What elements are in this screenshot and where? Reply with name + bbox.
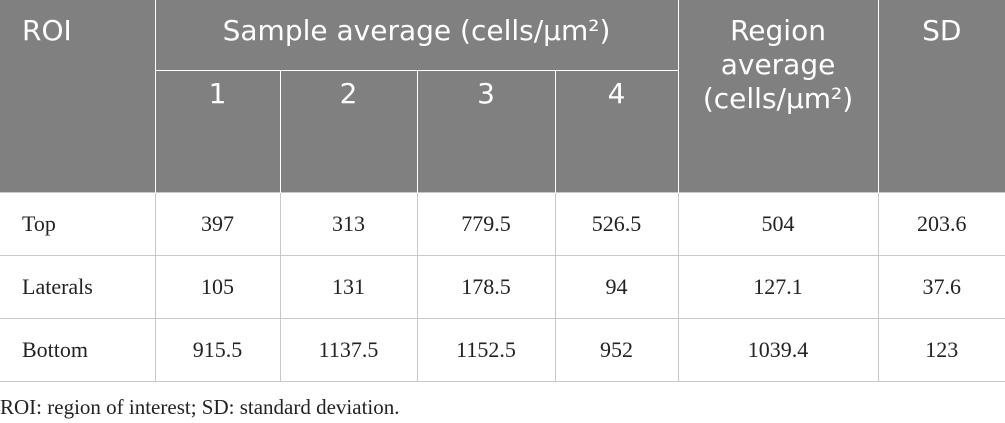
data-table: ROI Sample average (cells/μm²) Region av… xyxy=(0,0,1005,382)
table-cell: 123 xyxy=(877,317,1005,382)
header-cell: 4 xyxy=(554,70,679,192)
table-cell: Bottom xyxy=(0,317,156,382)
table-cell: Top xyxy=(0,191,156,256)
table-cell: 915.5 xyxy=(154,317,281,382)
table-cell: 526.5 xyxy=(554,191,679,256)
table-row: Bottom 915.5 1137.5 1152.5 952 1039.4 123 xyxy=(0,317,1005,382)
table-cell: 397 xyxy=(154,191,281,256)
table-cell: 1137.5 xyxy=(279,317,418,382)
header-cell: 1 xyxy=(154,70,281,192)
table-cell: 131 xyxy=(279,254,418,319)
table-cell: 1039.4 xyxy=(677,317,879,382)
table-cell: 94 xyxy=(554,254,679,319)
table-row: Top 397 313 779.5 526.5 504 203.6 xyxy=(0,191,1005,256)
table-cell: 313 xyxy=(279,191,418,256)
table-row: Laterals 105 131 178.5 94 127.1 37.6 xyxy=(0,254,1005,319)
header-cell: SD xyxy=(877,0,1005,192)
table-cell: 105 xyxy=(154,254,281,319)
table-cell: 127.1 xyxy=(677,254,879,319)
table-cell: 37.6 xyxy=(877,254,1005,319)
header-cell: ROI xyxy=(0,0,156,192)
table-cell: 504 xyxy=(677,191,879,256)
header-cell: 3 xyxy=(416,70,556,192)
table-cell: 779.5 xyxy=(416,191,556,256)
table-cell: 1152.5 xyxy=(416,317,556,382)
table-cell: 203.6 xyxy=(877,191,1005,256)
table-cell: Laterals xyxy=(0,254,156,319)
header-cell: Sample average (cells/μm²) xyxy=(154,0,679,71)
header-cell: Region average (cells/μm²) xyxy=(677,0,879,192)
header-cell: 2 xyxy=(279,70,418,192)
table-cell: 952 xyxy=(554,317,679,382)
table-cell: 178.5 xyxy=(416,254,556,319)
footnote: ROI: region of interest; SD: standard de… xyxy=(0,395,400,419)
